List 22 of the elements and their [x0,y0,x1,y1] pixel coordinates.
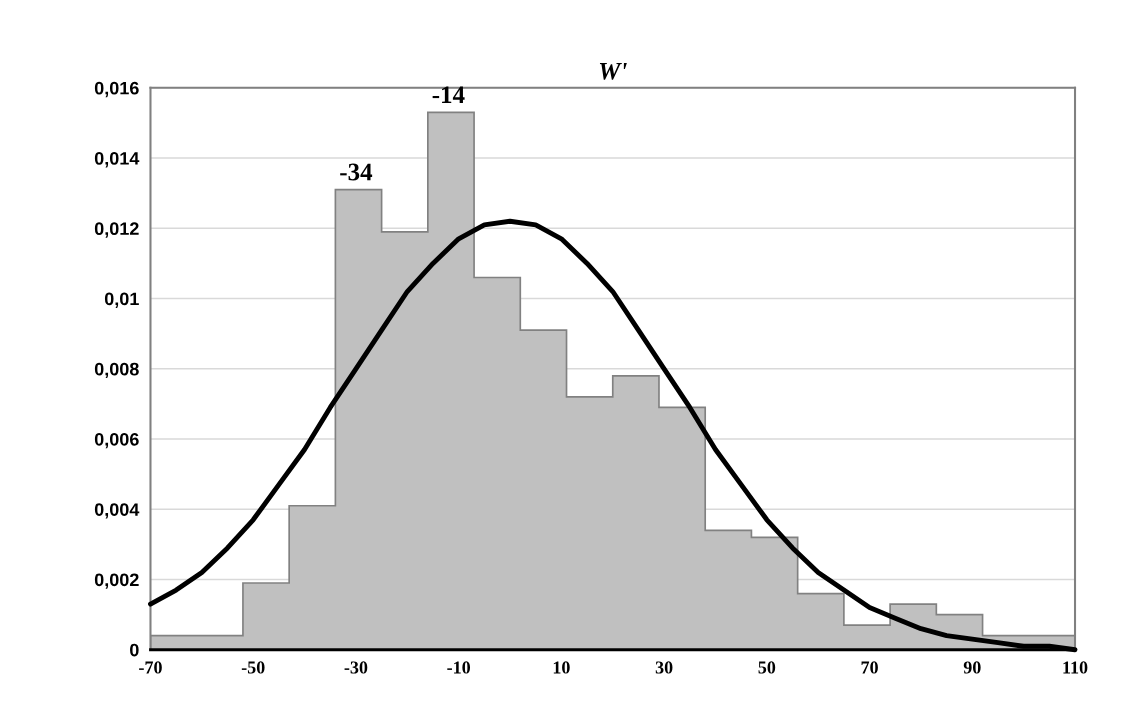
y-tick-label: 0,004 [94,503,140,519]
chart-title: W' [599,63,627,80]
y-tick-label: 0,014 [94,152,140,168]
y-tick-label: 0 [130,643,139,657]
x-tick-label: -70 [139,661,162,674]
x-tick-label: -50 [241,661,265,674]
x-tick-label: 90 [963,661,981,674]
x-tick-label: 10 [553,661,570,674]
x-tick-label: 70 [861,661,878,674]
x-tick-label: 110 [1063,661,1088,674]
y-tick-label: 0,01 [104,292,139,308]
y-tick-label: 0,008 [94,362,139,379]
y-tick-label: 0,016 [94,81,139,98]
annotation: -34 [340,163,373,181]
y-tick-label: 0,012 [94,222,139,238]
x-tick-label: 50 [758,661,776,674]
y-tick-label: 0,002 [94,573,139,589]
annotation: -14 [432,86,465,103]
y-tick-label: 0,006 [94,432,139,449]
x-tick-label: -30 [344,661,368,674]
x-tick-label: -10 [447,661,471,674]
x-tick-label: 30 [655,661,673,674]
